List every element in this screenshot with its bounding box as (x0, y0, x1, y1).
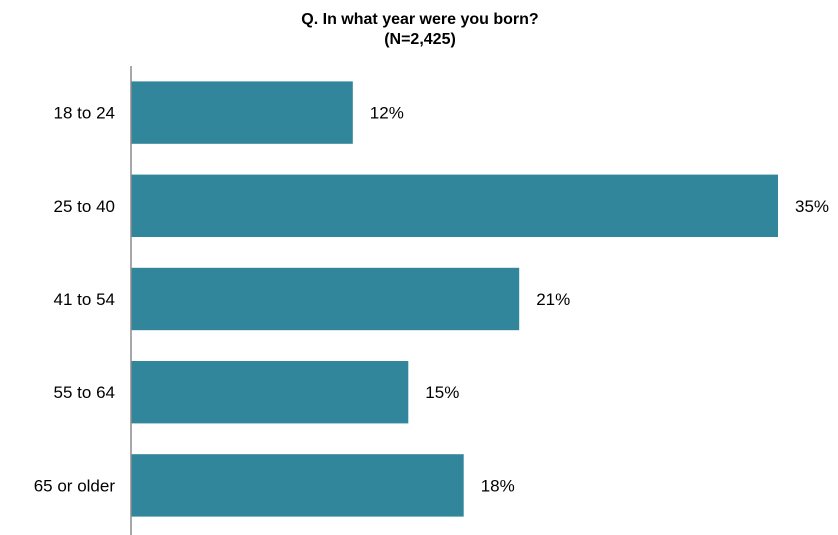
bar-4 (131, 454, 464, 517)
bar-1 (131, 174, 778, 237)
category-label-2: 41 to 54 (54, 290, 115, 309)
bar-3 (131, 361, 409, 424)
value-label-3: 15% (425, 383, 459, 402)
value-label-0: 12% (370, 104, 404, 123)
value-label-1: 35% (795, 197, 829, 216)
category-label-3: 55 to 64 (54, 383, 115, 402)
category-label-1: 25 to 40 (54, 197, 115, 216)
category-label-0: 18 to 24 (54, 104, 115, 123)
value-label-2: 21% (536, 290, 570, 309)
value-label-4: 18% (481, 476, 515, 495)
category-label-4: 65 or older (34, 476, 116, 495)
chart-title: Q. In what year were you born? (301, 11, 538, 28)
bar-2 (131, 267, 520, 331)
bars-layer: 18 to 24 12% 25 to 40 35% 41 to 54 21% 55 to 6… (34, 81, 829, 517)
bar-0 (131, 81, 353, 144)
chart-subtitle: (N=2,425) (384, 31, 456, 48)
